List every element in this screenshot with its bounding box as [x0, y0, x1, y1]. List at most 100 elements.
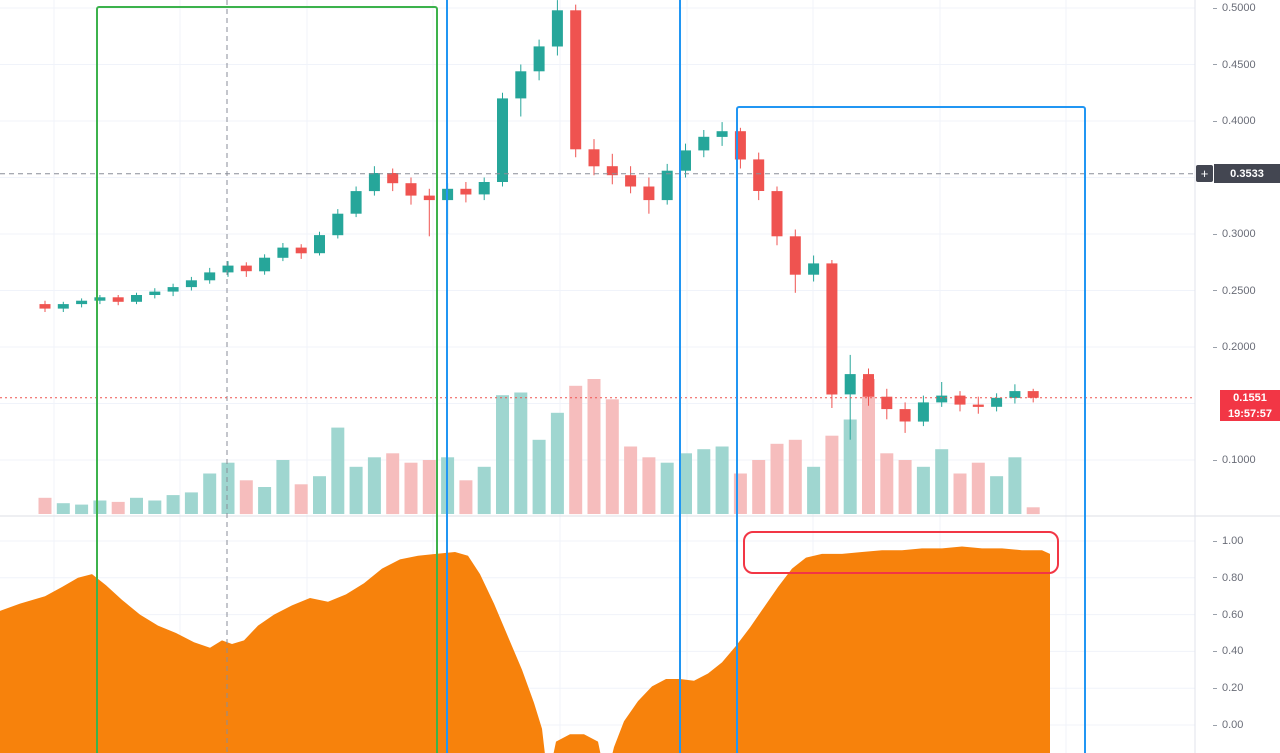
volume-bar — [715, 446, 729, 514]
candle-body — [753, 159, 765, 191]
axis-tick-label: 0.3000 — [1213, 227, 1256, 241]
volume-bar — [514, 392, 528, 514]
axis-tick-label: 0.4000 — [1213, 114, 1256, 128]
candle-body — [606, 166, 618, 176]
candle-body — [954, 395, 966, 405]
candlesticks — [39, 0, 1039, 440]
candle-body — [94, 297, 106, 301]
volume-bar — [1026, 507, 1040, 515]
volume-bars — [38, 379, 1040, 515]
volume-bar — [38, 497, 52, 514]
volume-bar — [313, 476, 326, 514]
volume-bar — [807, 466, 821, 515]
volume-bar — [75, 504, 89, 515]
volume-bar — [532, 439, 546, 515]
volume-bar — [111, 501, 125, 515]
candle-body — [314, 235, 325, 254]
volume-bar — [971, 462, 985, 514]
candle-body — [222, 265, 234, 273]
candle-body — [771, 191, 783, 237]
volume-bar — [788, 439, 802, 515]
volume-bar — [184, 492, 198, 514]
volume-bar — [1008, 457, 1022, 514]
candle-body — [259, 257, 271, 272]
candle-body — [405, 183, 417, 196]
candle-body — [1027, 391, 1039, 398]
volume-bar — [916, 466, 930, 515]
volume-bar — [367, 457, 381, 514]
volume-bar — [733, 473, 747, 514]
bar-countdown-badge: 19:57:57 — [1220, 406, 1280, 422]
axis-tick-label: 0.20 — [1213, 681, 1243, 695]
candle-body — [680, 150, 691, 171]
candle-body — [332, 213, 344, 236]
candle-body — [917, 402, 929, 422]
candle-body — [240, 265, 252, 272]
drawing-red-rounded-rect[interactable] — [743, 531, 1059, 574]
volume-bar — [386, 453, 400, 515]
crosshair-plus-icon[interactable]: + — [1196, 165, 1213, 183]
volume-bar — [898, 460, 912, 514]
volume-bar — [331, 427, 345, 514]
axis-tick-label: 0.80 — [1213, 571, 1243, 585]
candle-body — [844, 374, 856, 395]
candle-body — [368, 173, 380, 192]
candle-body — [131, 295, 142, 302]
candle-body — [936, 395, 948, 403]
axis-tick-label: 1.00 — [1213, 534, 1243, 548]
last-price-badge: 0.1551 — [1220, 389, 1280, 406]
volume-bar — [148, 500, 162, 514]
volume-bar — [679, 453, 692, 515]
drawing-blue-rect-1[interactable] — [446, 0, 681, 753]
volume-bar — [935, 449, 949, 514]
candle-body — [625, 175, 637, 187]
axis-tick-label: 0.2500 — [1213, 284, 1256, 298]
volume-bar — [258, 487, 272, 514]
candle-body — [716, 131, 728, 137]
volume-bar — [953, 473, 967, 514]
candle-body — [991, 397, 1003, 407]
candle-body — [551, 10, 563, 47]
price-axis[interactable] — [1195, 0, 1280, 753]
candle-body — [570, 10, 582, 150]
candle-body — [460, 188, 472, 195]
axis-tick-label: 0.00 — [1213, 718, 1243, 732]
candle-body — [149, 291, 161, 295]
plus-glyph: + — [1200, 166, 1209, 182]
candle-body — [789, 236, 801, 275]
volume-bar — [825, 435, 839, 514]
candle-body — [295, 247, 307, 254]
axis-tick-label: 0.1000 — [1213, 453, 1256, 467]
axis-tick-label: 0.40 — [1213, 644, 1243, 658]
candle-body — [698, 136, 710, 151]
volume-bar — [697, 449, 711, 514]
volume-bar — [459, 480, 473, 515]
volume-bar — [496, 395, 509, 514]
volume-bar — [239, 480, 253, 515]
volume-bar — [587, 379, 601, 514]
candle-body — [881, 396, 893, 410]
volume-bar — [624, 446, 638, 514]
candle-body — [478, 182, 490, 195]
candle-body — [497, 98, 508, 182]
candle-body — [423, 195, 435, 201]
volume-bar — [477, 466, 491, 515]
candle-body — [277, 247, 289, 258]
candle-body — [661, 170, 673, 201]
axis-tick-label: 0.2000 — [1213, 340, 1256, 354]
drawing-green-rect[interactable] — [96, 6, 438, 753]
volume-bar — [550, 412, 564, 515]
candle-body — [167, 287, 179, 292]
candle-body — [387, 173, 399, 184]
candle-body — [350, 191, 362, 214]
candle-body — [112, 297, 124, 302]
crosshair-price-badge: 0.3533 — [1214, 164, 1280, 184]
candle-body — [863, 374, 874, 397]
candle-body — [808, 263, 820, 275]
volume-bar — [404, 462, 418, 514]
volume-bar — [130, 497, 143, 514]
drawing-blue-rect-2[interactable] — [736, 106, 1086, 753]
volume-bar — [422, 460, 436, 514]
